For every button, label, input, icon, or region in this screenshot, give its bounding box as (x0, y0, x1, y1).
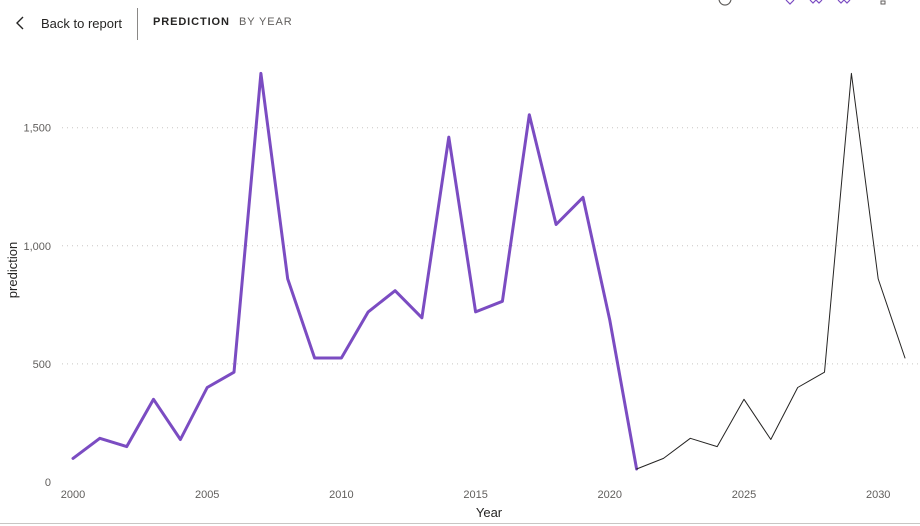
x-tick-label: 2005 (195, 489, 219, 501)
data-point[interactable] (553, 222, 559, 228)
data-point[interactable] (124, 444, 130, 450)
x-tick-label: 2015 (463, 489, 487, 501)
y-axis-ticks: 0 500 1,000 1,500 (23, 123, 51, 489)
x-axis-ticks: 2000 2005 2010 2015 2020 2025 2030 (61, 489, 891, 501)
data-point[interactable] (97, 435, 103, 441)
data-point[interactable] (660, 455, 666, 461)
expand-next-level-icon[interactable] (809, 0, 823, 6)
data-point[interactable] (338, 355, 344, 361)
data-point[interactable] (768, 436, 774, 442)
tab-prediction[interactable]: PREDICTION (153, 16, 230, 28)
data-point[interactable] (258, 70, 264, 76)
data-point[interactable] (902, 355, 908, 361)
x-tick-label: 2010 (329, 489, 353, 501)
y-tick-label: 500 (33, 359, 51, 371)
data-point[interactable] (70, 455, 76, 461)
x-axis-title: Year (476, 505, 503, 520)
tab-by-year[interactable]: BY YEAR (239, 16, 293, 28)
data-point[interactable] (285, 276, 291, 282)
data-point[interactable] (499, 298, 505, 304)
chevron-left-icon (16, 16, 24, 30)
data-point[interactable] (580, 194, 586, 200)
y-tick-label: 1,500 (23, 123, 51, 135)
data-point[interactable] (473, 309, 479, 315)
gridlines (62, 127, 918, 365)
data-point[interactable] (151, 396, 157, 402)
x-tick-label: 2000 (61, 489, 85, 501)
y-axis-title: prediction (5, 242, 20, 298)
back-to-report-button[interactable]: Back to report (12, 12, 122, 34)
go-to-next-level-icon[interactable] (837, 0, 851, 6)
data-point[interactable] (392, 288, 398, 294)
drill-down-icon[interactable] (783, 0, 797, 6)
y-tick-label: 0 (45, 477, 51, 489)
focus-icon[interactable] (718, 0, 732, 6)
series (70, 70, 908, 472)
data-point[interactable] (741, 396, 747, 402)
data-point[interactable] (607, 317, 613, 323)
data-point[interactable] (875, 276, 881, 282)
data-point[interactable] (822, 369, 828, 375)
series-line-actual[interactable] (71, 71, 639, 471)
footer-divider (0, 523, 920, 524)
data-point[interactable] (312, 355, 318, 361)
x-tick-label: 2030 (866, 489, 890, 501)
data-point[interactable] (419, 315, 425, 321)
x-tick-label: 2020 (598, 489, 622, 501)
x-tick-label: 2025 (732, 489, 756, 501)
back-label: Back to report (41, 15, 122, 31)
data-point[interactable] (365, 309, 371, 315)
data-point[interactable] (795, 385, 801, 391)
header-divider (137, 8, 138, 40)
more-options-icon[interactable] (876, 0, 890, 6)
data-point[interactable] (687, 435, 693, 441)
series-line-forecast[interactable] (636, 72, 906, 470)
data-point[interactable] (204, 385, 210, 391)
report-header: Back to report PREDICTION BY YEAR (0, 0, 920, 44)
data-point[interactable] (848, 70, 854, 76)
data-point[interactable] (634, 466, 640, 472)
data-point[interactable] (446, 134, 452, 140)
data-point[interactable] (177, 436, 183, 442)
data-point[interactable] (714, 444, 720, 450)
data-point[interactable] (231, 369, 237, 375)
data-point[interactable] (526, 112, 532, 118)
y-tick-label: 1,000 (23, 241, 51, 253)
